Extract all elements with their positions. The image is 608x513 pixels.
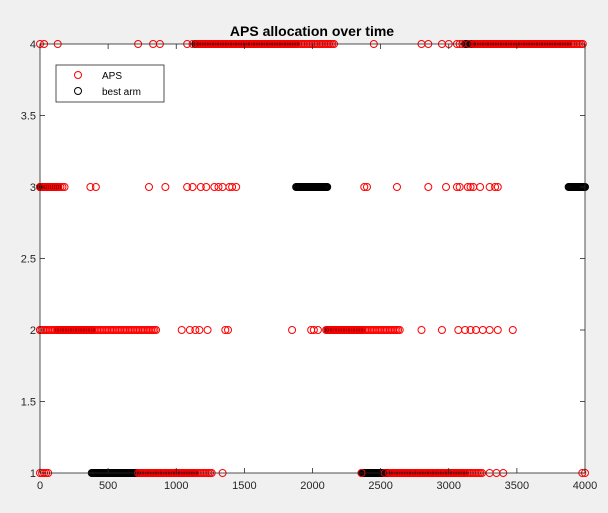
aps-point	[395, 326, 404, 334]
aps-point	[437, 326, 446, 334]
aps-point	[60, 183, 69, 191]
aps-point	[195, 326, 204, 334]
aps-point	[228, 183, 237, 191]
aps-point	[493, 326, 502, 334]
x-tick-label: 4000	[573, 480, 597, 492]
y-tick-label: 2.5	[21, 254, 36, 266]
y-tick-label: 1	[30, 468, 36, 480]
aps-point	[38, 183, 47, 191]
aps-point	[485, 183, 494, 191]
legend-label-best-arm: best arm	[102, 87, 141, 98]
aps-point	[461, 326, 470, 334]
aps-point	[58, 183, 67, 191]
aps-point	[86, 183, 95, 191]
aps-point	[46, 183, 55, 191]
aps-point	[363, 183, 371, 191]
aps-point	[455, 183, 464, 191]
aps-point	[50, 183, 59, 191]
aps-point	[221, 326, 230, 334]
aps-point	[91, 183, 100, 191]
y-tick-label: 2	[30, 325, 36, 337]
legend-box	[55, 64, 165, 103]
x-tick-label: 2500	[368, 480, 392, 492]
aps-point	[196, 183, 205, 191]
aps-point	[183, 183, 192, 191]
aps-point	[392, 183, 401, 191]
x-tick-label: 2000	[300, 480, 324, 492]
aps-point	[203, 326, 212, 334]
aps-point	[452, 183, 461, 191]
aps-point	[52, 183, 61, 191]
aps-point	[491, 183, 500, 191]
aps-point	[48, 183, 57, 191]
plot-area	[40, 44, 585, 473]
aps-point	[476, 183, 485, 191]
y-tick-label: 1.5	[21, 397, 36, 409]
legend-label-aps: APS	[102, 71, 122, 82]
aps-point	[463, 183, 472, 191]
aps-point	[210, 183, 219, 191]
x-tick-label: 3500	[505, 480, 529, 492]
aps-point	[466, 326, 475, 334]
aps-point	[214, 183, 223, 191]
best-arm-point	[323, 183, 332, 191]
y-tick-label: 3	[30, 182, 36, 194]
aps-point	[493, 183, 502, 191]
aps-point	[161, 183, 170, 191]
aps-point	[508, 326, 517, 334]
aps-point	[288, 326, 297, 334]
x-tick-label: 3000	[437, 480, 461, 492]
legend: APS best arm	[55, 64, 165, 103]
aps-point	[191, 326, 200, 334]
x-tick-label: 1000	[164, 480, 188, 492]
aps-point	[424, 183, 433, 191]
aps-point	[309, 326, 318, 334]
aps-point	[360, 183, 369, 191]
aps-point	[152, 326, 161, 334]
aps-point	[485, 326, 494, 334]
aps-point	[177, 326, 186, 334]
axis-ticks: 0 500 1000 1500 2000 2500 3000 3500 4000 1 1.5 2 2.5…	[21, 39, 598, 492]
aps-point	[54, 183, 63, 191]
y-tick-label: 3.5	[21, 111, 36, 123]
aps-point	[232, 183, 241, 191]
aps-point	[224, 326, 233, 334]
x-tick-label: 500	[99, 480, 117, 492]
aps-point	[442, 183, 451, 191]
aps-point	[145, 183, 153, 191]
legend-marker-best-arm	[74, 87, 82, 95]
x-tick-label: 1500	[232, 480, 256, 492]
aps-point	[188, 183, 197, 191]
aps-point	[56, 183, 65, 191]
x-tick-label: 0	[37, 480, 43, 492]
legend-marker-aps	[74, 71, 82, 79]
aps-point	[417, 326, 426, 334]
y-tick-label: 4	[30, 39, 36, 51]
aps-point	[202, 183, 211, 191]
aps-point	[185, 326, 194, 334]
aps-point	[466, 183, 475, 191]
chart-title: APS allocation over time	[230, 23, 394, 39]
aps-point	[313, 326, 322, 334]
